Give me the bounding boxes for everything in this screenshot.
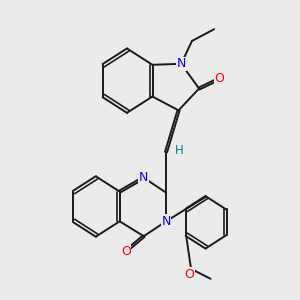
Text: O: O	[121, 244, 131, 258]
Text: N: N	[176, 57, 186, 70]
Text: O: O	[214, 72, 224, 85]
Text: H: H	[175, 144, 184, 157]
Text: N: N	[139, 171, 148, 184]
Text: N: N	[161, 215, 171, 228]
Text: O: O	[184, 268, 194, 281]
